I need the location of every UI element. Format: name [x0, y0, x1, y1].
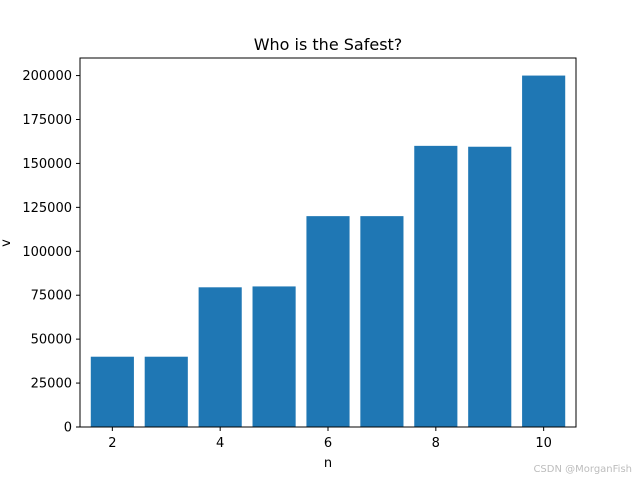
x-axis-label: n	[324, 456, 332, 471]
bar-n-7	[360, 216, 404, 427]
y-tick-label: 150000	[22, 157, 72, 172]
bars-group	[90, 75, 566, 428]
y-tick-label: 0	[64, 421, 72, 436]
y-tick-label: 75000	[31, 289, 72, 304]
bar-n-4	[198, 287, 242, 427]
watermark-text: CSDN @MorganFish	[533, 464, 632, 475]
y-axis-ticks: 0 25000 50000 75000 100000 125000 150000 175000…	[22, 69, 80, 436]
x-tick-label: 10	[535, 436, 552, 451]
x-tick-label: 4	[216, 436, 224, 451]
plot-frame	[79, 57, 577, 428]
bar-n-2	[90, 356, 134, 427]
chart-title: Who is the Safest?	[254, 35, 403, 54]
y-tick-label: 200000	[22, 69, 72, 84]
x-axis-ticks: 2 4 6 8 10	[108, 427, 552, 451]
y-axis-label: v	[0, 239, 14, 247]
bar-n-8	[414, 145, 458, 427]
x-tick-label: 8	[432, 436, 440, 451]
x-tick-label: 2	[108, 436, 116, 451]
bar-n-6	[306, 216, 350, 427]
bar-n-3	[144, 356, 188, 427]
y-tick-label: 50000	[31, 333, 72, 348]
bar-n-9	[468, 146, 512, 427]
bar-n-10	[522, 75, 566, 428]
y-tick-label: 25000	[31, 377, 72, 392]
y-tick-label: 100000	[22, 245, 72, 260]
y-tick-label: 125000	[22, 201, 72, 216]
y-tick-label: 175000	[22, 113, 72, 128]
x-tick-label: 6	[324, 436, 332, 451]
bar-n-5	[252, 286, 296, 427]
